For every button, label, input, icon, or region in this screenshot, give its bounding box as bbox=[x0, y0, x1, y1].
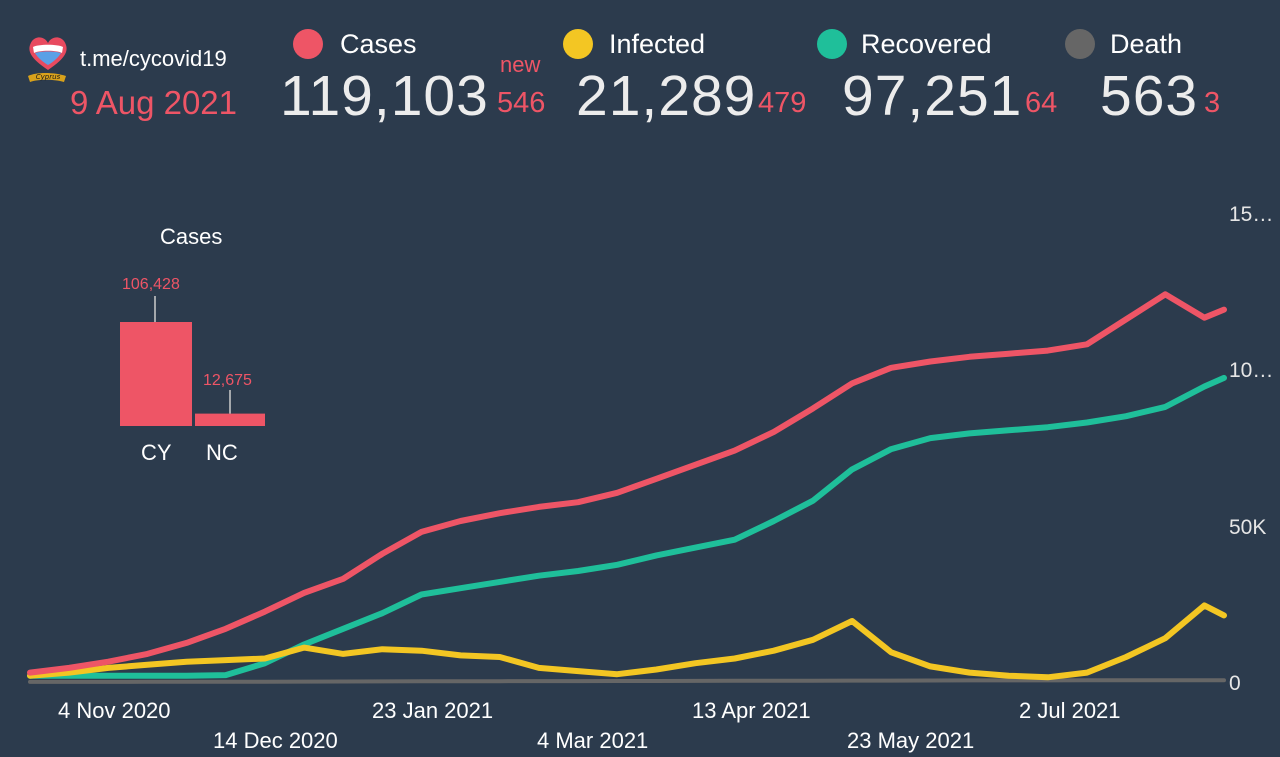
y-tick-label: 0 bbox=[1229, 672, 1241, 695]
recovered-legend-label: Recovered bbox=[861, 29, 992, 59]
cases-total: 119,103 bbox=[280, 64, 489, 128]
x-tick-label: 23 May 2021 bbox=[847, 728, 975, 753]
bar-category-label-cy: CY bbox=[141, 440, 172, 465]
cases-legend-dot-icon bbox=[293, 29, 323, 59]
recovered-new: 64 bbox=[1025, 87, 1058, 119]
report-date: 9 Aug 2021 bbox=[70, 84, 237, 121]
infected-total: 21,289 bbox=[576, 64, 757, 128]
cases-new: 546 bbox=[497, 87, 546, 119]
y-tick-label: 15… bbox=[1229, 203, 1274, 226]
app-logo: Cyprus bbox=[24, 30, 72, 86]
recovered-total: 97,251 bbox=[842, 64, 1023, 128]
bar-value-label-cy: 106,428 bbox=[122, 276, 180, 293]
y-tick-label: 10… bbox=[1229, 359, 1274, 382]
inset-chart-title: Cases bbox=[160, 224, 223, 249]
series-line-recovered bbox=[27, 374, 1227, 679]
bar-category-label-nc: NC bbox=[206, 440, 238, 465]
x-tick-label: 4 Nov 2020 bbox=[58, 698, 171, 723]
recovered-legend-dot-icon bbox=[817, 29, 847, 59]
death-new: 3 bbox=[1204, 87, 1221, 119]
svg-text:Cyprus: Cyprus bbox=[36, 73, 61, 81]
x-tick-label: 13 Apr 2021 bbox=[692, 698, 811, 723]
infected-legend-label: Infected bbox=[609, 29, 706, 59]
new-label: new bbox=[500, 52, 541, 77]
series-line-infected bbox=[27, 602, 1227, 681]
bar-value-label-nc: 12,675 bbox=[203, 372, 252, 389]
series-line-cases bbox=[27, 291, 1227, 676]
death-legend-dot-icon bbox=[1065, 29, 1095, 59]
cases-legend-label: Cases bbox=[340, 29, 417, 59]
bar-nc bbox=[195, 413, 265, 426]
channel-link[interactable]: t.me/cycovid19 bbox=[80, 46, 227, 71]
heart-cyprus-logo-icon: Cyprus bbox=[28, 37, 67, 82]
x-tick-label: 23 Jan 2021 bbox=[372, 698, 494, 723]
x-tick-label: 4 Mar 2021 bbox=[537, 728, 649, 753]
death-legend-label: Death bbox=[1110, 29, 1183, 59]
x-tick-label: 2 Jul 2021 bbox=[1019, 698, 1121, 723]
x-tick-label: 14 Dec 2020 bbox=[213, 728, 338, 753]
infected-new: 479 bbox=[758, 87, 807, 119]
series-line-death bbox=[28, 678, 1226, 684]
y-tick-label: 50K bbox=[1229, 516, 1267, 539]
bar-cy bbox=[120, 322, 192, 426]
infected-legend-dot-icon bbox=[563, 29, 593, 59]
death-total: 563 bbox=[1100, 64, 1199, 128]
